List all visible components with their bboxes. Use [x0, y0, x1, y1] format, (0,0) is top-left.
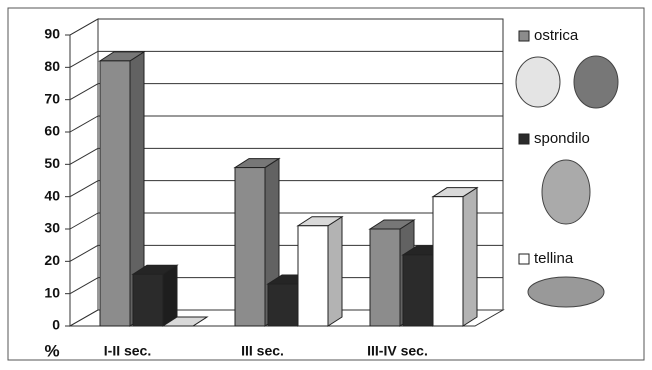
legend-marker [519, 254, 529, 264]
page: % 0 10 20 30 40 50 60 70 80 90 I-II sec. III sec. II… [0, 0, 652, 370]
x-tick-label: I-II sec. [104, 343, 151, 359]
bar [298, 226, 328, 326]
legend-label: spondilo [534, 130, 590, 147]
y-tick-label: 60 [44, 123, 60, 139]
y-tick-label: 90 [44, 26, 60, 42]
y-tick-label: 10 [44, 284, 60, 300]
shell-icon [528, 277, 604, 307]
y-tick-label: 70 [44, 90, 60, 106]
bar [133, 274, 163, 326]
bar [403, 255, 433, 326]
shell-icon [542, 160, 590, 224]
bar [235, 168, 265, 326]
bar [433, 197, 463, 326]
legend-label: ostrica [534, 27, 579, 44]
y-tick-label: 80 [44, 58, 60, 74]
bar-side [463, 188, 477, 326]
bar-side [163, 265, 177, 326]
y-tick-label: 50 [44, 155, 60, 171]
shell-icon [574, 56, 618, 108]
y-tick-label: 40 [44, 187, 60, 203]
y-axis-label: % [44, 341, 59, 360]
x-tick-label: III sec. [241, 343, 284, 359]
legend-label: tellina [534, 250, 574, 267]
bar [100, 61, 130, 326]
bar [268, 284, 298, 326]
legend-marker [519, 134, 529, 144]
bar-side [328, 217, 342, 326]
y-tick-label: 20 [44, 252, 60, 268]
x-tick-label: III-IV sec. [367, 343, 428, 359]
chart: % 0 10 20 30 40 50 60 70 80 90 I-II sec. III sec. II… [0, 0, 652, 370]
shell-icon [516, 57, 560, 107]
legend-marker [519, 31, 529, 41]
y-tick-label: 0 [52, 317, 60, 333]
y-tick-label: 30 [44, 220, 60, 236]
bar [370, 229, 400, 326]
